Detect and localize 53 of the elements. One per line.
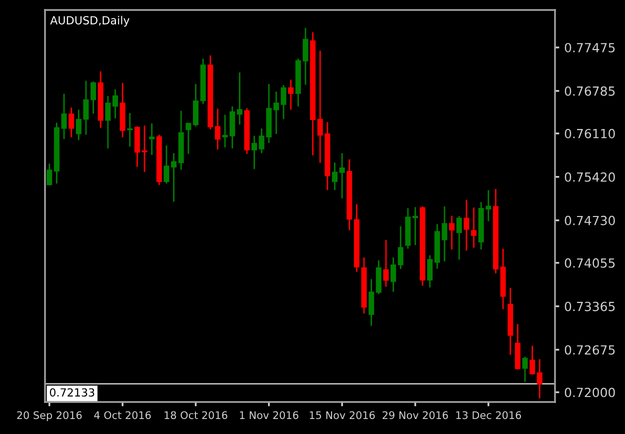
candlestick bbox=[105, 95, 111, 150]
candlestick bbox=[449, 215, 455, 250]
candlestick bbox=[273, 90, 279, 135]
y-tick-label: 0.72000 bbox=[564, 388, 615, 398]
y-tick-label: 0.74055 bbox=[564, 258, 615, 268]
x-tick-label: 29 Nov 2016 bbox=[382, 411, 448, 420]
candlestick bbox=[522, 356, 528, 383]
candlestick bbox=[383, 239, 389, 288]
x-tick-label: 13 Dec 2016 bbox=[456, 411, 522, 420]
candlestick bbox=[61, 93, 67, 140]
candlestick bbox=[442, 206, 448, 262]
candlestick bbox=[112, 88, 118, 120]
ref-line-label: 0.72133 bbox=[50, 388, 94, 397]
x-tick-label: 15 Nov 2016 bbox=[310, 411, 375, 420]
candlestick bbox=[164, 144, 170, 184]
candlestick bbox=[127, 112, 133, 148]
text: AUDUSD,Daily bbox=[50, 16, 130, 27]
candlestick bbox=[186, 122, 192, 155]
candlestick bbox=[368, 278, 374, 327]
candlestick bbox=[214, 108, 220, 150]
y-tick-label: 0.76110 bbox=[564, 128, 615, 138]
candlestick bbox=[471, 206, 477, 248]
candlestick bbox=[252, 135, 258, 170]
candlestick bbox=[339, 152, 345, 200]
candlestick bbox=[390, 256, 396, 292]
candlestick bbox=[412, 206, 418, 246]
candlestick bbox=[236, 72, 242, 126]
candlestick bbox=[46, 162, 52, 186]
candlestick bbox=[90, 80, 96, 114]
candlestick bbox=[427, 254, 433, 288]
candlestick bbox=[456, 215, 462, 260]
candlestick bbox=[288, 78, 294, 110]
candlestick bbox=[530, 345, 536, 376]
y-tick-label: 0.76785 bbox=[564, 86, 615, 96]
candlestick bbox=[68, 106, 74, 138]
x-tick-label: 18 Oct 2016 bbox=[164, 411, 228, 420]
candlestick bbox=[536, 358, 542, 399]
y-tick-label: 0.74730 bbox=[564, 216, 615, 226]
y-tick-label: 0.72675 bbox=[564, 345, 615, 355]
candlestick bbox=[332, 162, 338, 191]
candlestick bbox=[149, 122, 155, 156]
y-tick-label: 0.75420 bbox=[564, 172, 615, 182]
candlestick bbox=[171, 152, 177, 202]
candlestick bbox=[398, 226, 404, 270]
candlestick bbox=[192, 83, 198, 128]
y-tick-label: 0.77475 bbox=[564, 42, 615, 52]
candlestick bbox=[464, 199, 470, 252]
x-tick-label: 20 Sep 2016 bbox=[17, 411, 82, 422]
x-tick-label: 1 Nov 2016 bbox=[240, 411, 298, 420]
candlestick bbox=[280, 84, 286, 120]
x-tick-label: 4 Oct 2016 bbox=[94, 411, 151, 420]
candlestick bbox=[142, 124, 148, 173]
y-tick-label: 0.73365 bbox=[564, 302, 615, 312]
